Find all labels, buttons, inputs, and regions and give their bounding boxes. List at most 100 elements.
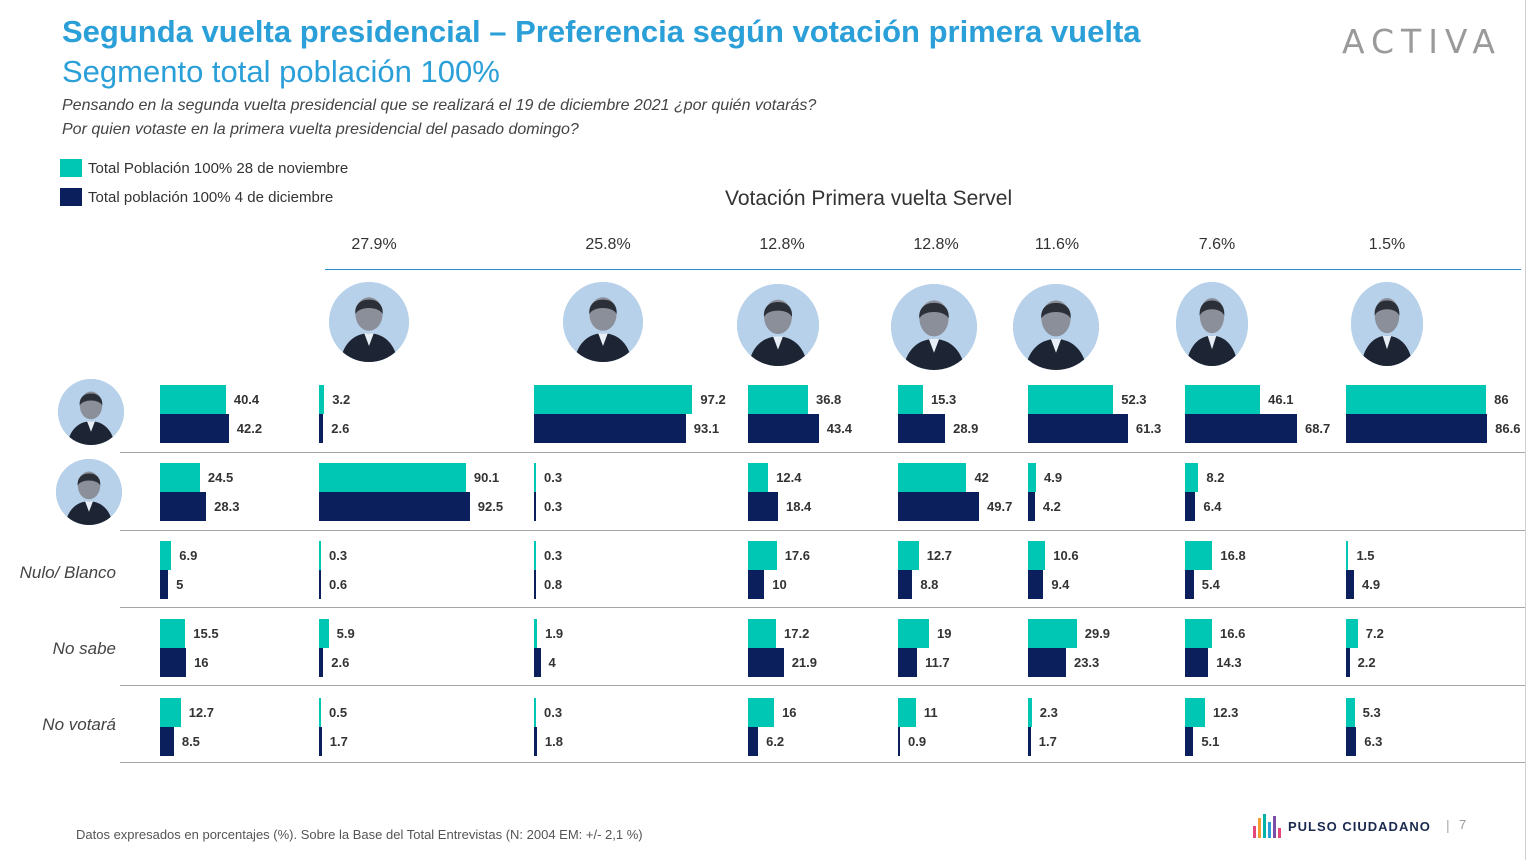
pulso-bars-icon — [1253, 814, 1281, 838]
bar-series-0 — [160, 463, 200, 492]
bar-value-label: 23.3 — [1073, 655, 1100, 670]
legend-swatch-navy — [60, 188, 82, 206]
bar-value-label: 16 — [782, 705, 797, 720]
bar-series-0 — [898, 385, 923, 414]
bar-series-1 — [748, 727, 759, 756]
bar-value-label: 12.7 — [188, 705, 214, 720]
bar-value-label: 68.7 — [1304, 421, 1331, 436]
bar-series-0 — [1346, 385, 1487, 414]
slide-subtitle: Segmento total población 100% — [62, 54, 500, 89]
bar-series-0 — [1028, 698, 1032, 727]
bar-value-label: 18.4 — [785, 499, 812, 514]
bar-value-label: 11.7 — [925, 655, 950, 670]
bar-series-0 — [898, 619, 929, 648]
bar-series-1 — [898, 492, 979, 521]
bar-series-1 — [534, 414, 686, 443]
bar-value-label: 0.3 — [544, 499, 563, 514]
bar-series-1 — [319, 727, 322, 756]
bar-series-1 — [534, 648, 541, 677]
bar-series-0 — [160, 698, 181, 727]
bar-series-0 — [1028, 619, 1077, 648]
bar-value-label: 1.7 — [329, 734, 348, 749]
bar-value-label: 21.9 — [791, 655, 817, 670]
chart-title: Votación Primera vuelta Servel — [725, 187, 1013, 210]
pulso-ciudadano-logo: PULSO CIUDADANO — [1253, 814, 1431, 838]
vote-share-label: 25.8% — [585, 236, 631, 253]
bar-value-label: 12.7 — [926, 548, 952, 563]
bar-series-1 — [1028, 727, 1031, 756]
bar-value-label: 0.9 — [908, 734, 927, 749]
page-separator: | — [1446, 817, 1450, 833]
bar-series-0 — [160, 541, 172, 570]
row-separator — [120, 607, 1525, 608]
bar-value-label: 0.6 — [329, 577, 348, 592]
bar-value-label: 2.6 — [331, 421, 350, 436]
bar-series-0 — [898, 463, 967, 492]
bar-value-label: 1.8 — [544, 734, 563, 749]
row-separator — [120, 685, 1525, 686]
bar-series-0 — [748, 385, 808, 414]
bar-value-label: 14.3 — [1216, 655, 1242, 670]
bar-value-label: 4.9 — [1043, 470, 1063, 485]
bar-value-label: 3.2 — [332, 392, 351, 407]
vote-share-label: 11.6% — [1034, 236, 1080, 253]
bar-series-1 — [1185, 648, 1209, 677]
bar-series-0 — [1185, 463, 1199, 492]
bar-value-label: 11 — [923, 705, 938, 720]
bar-series-1 — [160, 727, 174, 756]
row-candidate-photo — [56, 459, 122, 525]
bar-series-1 — [1028, 492, 1035, 521]
bar-series-0 — [160, 385, 226, 414]
bar-value-label: 6.4 — [1203, 499, 1222, 514]
bar-value-label: 92.5 — [477, 499, 504, 514]
bar-value-label: 28.9 — [953, 421, 979, 436]
bar-series-1 — [534, 570, 536, 599]
bar-value-label: 10.6 — [1053, 548, 1079, 563]
bar-value-label: 42 — [974, 470, 989, 485]
legend-label: Total Población 100% 28 de noviembre — [88, 159, 349, 177]
bar-series-1 — [898, 570, 913, 599]
bar-series-0 — [1185, 541, 1213, 570]
bar-value-label: 6.9 — [179, 548, 198, 563]
legend-label: Total población 100% 4 de diciembre — [88, 188, 334, 206]
bar-series-0 — [748, 463, 769, 492]
bar-series-1 — [319, 492, 470, 521]
candidate-photo — [563, 282, 643, 362]
bar-series-0 — [1185, 698, 1206, 727]
bar-series-0 — [1346, 619, 1358, 648]
bar-series-0 — [319, 619, 329, 648]
bar-value-label: 15.3 — [930, 392, 957, 407]
bar-series-0 — [1346, 541, 1349, 570]
vote-share-label: 12.8% — [759, 236, 805, 253]
bar-series-1 — [1346, 727, 1357, 756]
pulso-brand-text: PULSO CIUDADANO — [1288, 818, 1431, 834]
bar-value-label: 16 — [194, 655, 209, 670]
bar-value-label: 1.9 — [545, 626, 564, 641]
bar-series-1 — [748, 570, 765, 599]
bar-series-1 — [1346, 648, 1350, 677]
bar-value-label: 49.7 — [987, 499, 1013, 514]
bar-value-label: 12.3 — [1213, 705, 1239, 720]
bar-value-label: 2.3 — [1039, 705, 1058, 720]
bar-value-label: 5.9 — [336, 626, 355, 641]
bar-value-label: 9.4 — [1051, 577, 1070, 592]
bar-value-label: 0.3 — [329, 548, 348, 563]
bar-value-label: 8.5 — [181, 734, 200, 749]
slide-edge-line — [1525, 0, 1526, 860]
bar-value-label: 1.7 — [1038, 734, 1057, 749]
candidate-photo — [329, 282, 409, 362]
bar-series-0 — [534, 619, 538, 648]
bar-series-1 — [898, 727, 900, 756]
bar-value-label: 0.3 — [544, 548, 563, 563]
bar-series-0 — [1028, 385, 1114, 414]
bar-series-1 — [748, 414, 819, 443]
page-number: 7 — [1459, 817, 1467, 832]
candidate-photo — [1176, 282, 1248, 366]
question-2: Por quien votaste en la primera vuelta p… — [62, 121, 579, 138]
bar-value-label: 8.8 — [920, 577, 939, 592]
row-separator — [120, 762, 1525, 763]
bar-series-1 — [748, 648, 784, 677]
bar-series-0 — [534, 385, 693, 414]
bar-series-0 — [1185, 385, 1261, 414]
bar-series-1 — [160, 570, 169, 599]
